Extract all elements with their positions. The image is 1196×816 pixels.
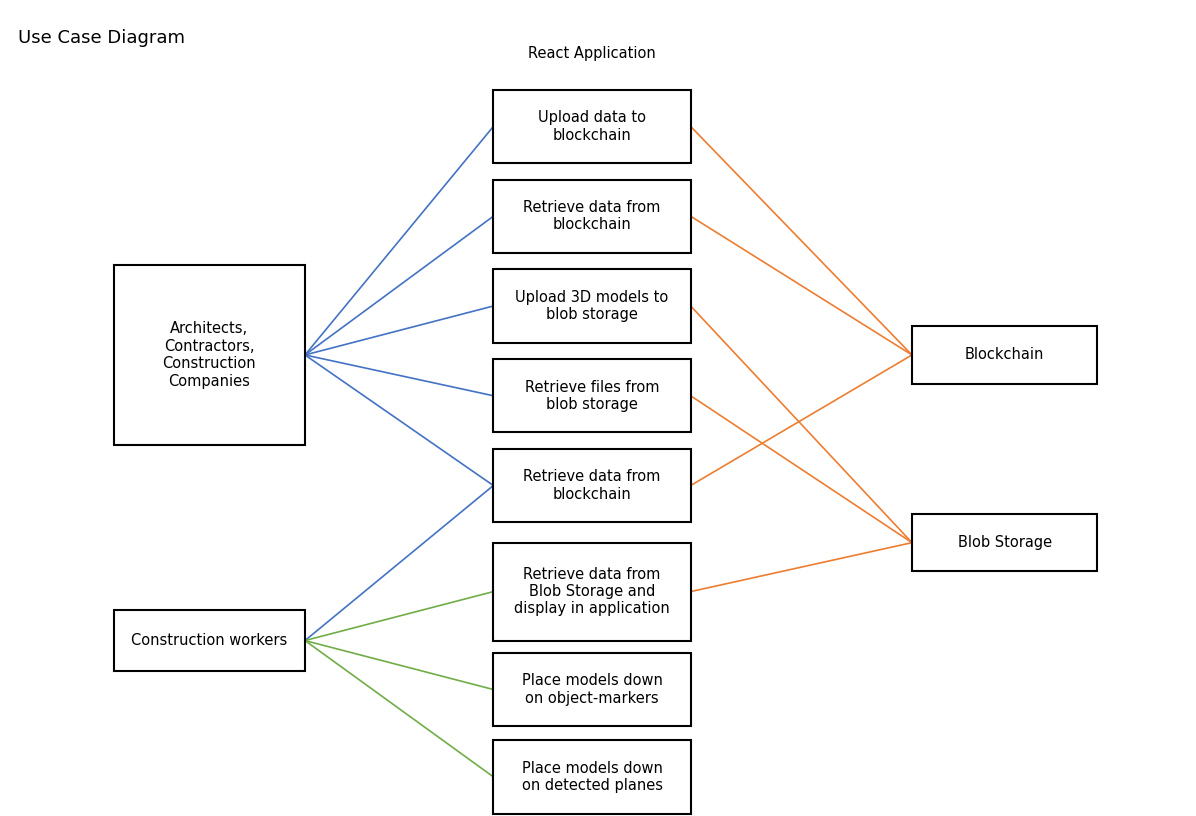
Text: React Application: React Application xyxy=(529,47,655,61)
FancyBboxPatch shape xyxy=(493,449,691,522)
FancyBboxPatch shape xyxy=(493,90,691,163)
Text: Retrieve data from
blockchain: Retrieve data from blockchain xyxy=(524,469,660,502)
Text: Place models down
on object-markers: Place models down on object-markers xyxy=(521,673,663,706)
Text: Blockchain: Blockchain xyxy=(965,348,1044,362)
FancyBboxPatch shape xyxy=(493,543,691,641)
Text: Upload 3D models to
blob storage: Upload 3D models to blob storage xyxy=(515,290,669,322)
FancyBboxPatch shape xyxy=(493,740,691,814)
FancyBboxPatch shape xyxy=(911,326,1097,384)
Text: Unity Application: Unity Application xyxy=(530,397,654,412)
Text: Upload data to
blockchain: Upload data to blockchain xyxy=(538,110,646,143)
FancyBboxPatch shape xyxy=(493,359,691,432)
FancyBboxPatch shape xyxy=(114,610,305,671)
Text: Use Case Diagram: Use Case Diagram xyxy=(18,29,185,47)
FancyBboxPatch shape xyxy=(911,514,1097,571)
Text: Retrieve data from
Blob Storage and
display in application: Retrieve data from Blob Storage and disp… xyxy=(514,566,670,617)
FancyBboxPatch shape xyxy=(493,269,691,343)
Text: Place models down
on detected planes: Place models down on detected planes xyxy=(521,761,663,793)
FancyBboxPatch shape xyxy=(114,265,305,445)
Text: Retrieve files from
blob storage: Retrieve files from blob storage xyxy=(525,379,659,412)
Text: Retrieve data from
blockchain: Retrieve data from blockchain xyxy=(524,200,660,233)
Text: Blob Storage: Blob Storage xyxy=(958,535,1051,550)
FancyBboxPatch shape xyxy=(493,653,691,726)
FancyBboxPatch shape xyxy=(493,180,691,253)
Text: Architects,
Contractors,
Construction
Companies: Architects, Contractors, Construction Co… xyxy=(163,322,256,388)
Text: Construction workers: Construction workers xyxy=(132,633,287,648)
